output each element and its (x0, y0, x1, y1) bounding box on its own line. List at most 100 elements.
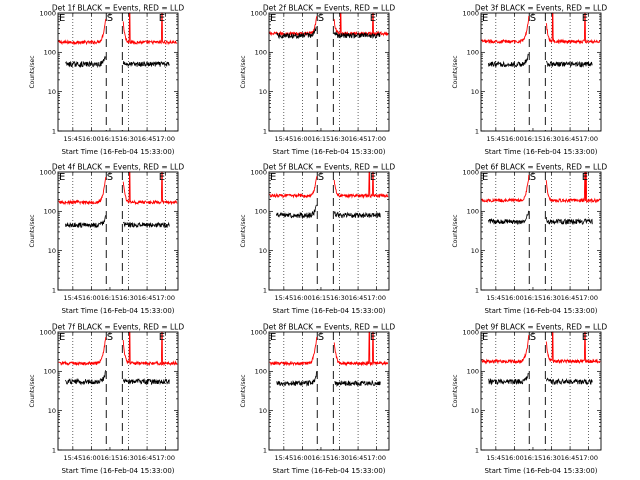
x-tick-label: 16:00 (82, 294, 101, 302)
x-tick-label: 16:45 (561, 454, 580, 462)
y-tick-label: 100 (44, 368, 56, 376)
y-tick-label: 1 (475, 446, 479, 454)
x-axis-label: Start Time (16-Feb-04 15:33:00) (61, 148, 174, 156)
x-tick-label: 17:00 (579, 454, 598, 462)
y-tick-label: 10 (48, 407, 56, 415)
y-tick-label: 100 (467, 208, 479, 216)
events-series-line (488, 373, 529, 386)
time-marker-e: E (159, 332, 165, 343)
panel-title: Det 8f BLACK = Events, RED = LLD (263, 323, 396, 332)
x-tick-label: 16:30 (119, 135, 138, 143)
y-tick-label: 1 (475, 127, 479, 135)
events-series-line (334, 379, 381, 388)
x-tick-label: 16:00 (293, 135, 312, 143)
events-series-line (333, 31, 381, 39)
panel-det-5: Det 5f BLACK = Events, RED = LLD Counts/s… (240, 163, 395, 316)
x-tick-label: 16:30 (542, 294, 561, 302)
x-tick-label: 16:45 (138, 135, 157, 143)
x-tick-label: 16:00 (505, 135, 524, 143)
lld-series-line (122, 171, 178, 206)
y-axis-label: Counts/sec (29, 214, 36, 247)
x-axis-label: Start Time (16-Feb-04 15:33:00) (61, 467, 174, 475)
lld-series-line (545, 171, 601, 204)
x-tick-label: 15:45 (63, 454, 82, 462)
time-marker-s: S (318, 13, 324, 24)
x-axis-label: Start Time (16-Feb-04 15:33:00) (61, 307, 174, 315)
time-marker-e: E (270, 332, 276, 343)
x-tick-label: 16:00 (505, 454, 524, 462)
y-axis-label: Counts/sec (29, 374, 36, 407)
x-tick-label: 17:00 (156, 454, 175, 462)
time-marker-e: E (59, 13, 65, 24)
events-series-line (65, 370, 106, 386)
events-series-line (65, 55, 106, 69)
time-marker-e: E (370, 13, 376, 24)
time-marker-e: E (59, 332, 65, 343)
panel-det-6: Det 6f BLACK = Events, RED = LLD Counts/s… (452, 163, 607, 316)
x-tick-label: 15:45 (486, 454, 505, 462)
time-marker-e: E (582, 332, 588, 343)
x-tick-label: 16:00 (82, 135, 101, 143)
events-series-line (276, 371, 317, 387)
time-marker-s: S (530, 13, 536, 24)
y-tick-label: 10 (259, 407, 267, 415)
x-tick-label: 16:45 (138, 454, 157, 462)
y-tick-label: 100 (467, 368, 479, 376)
y-axis-label: Counts/sec (452, 214, 459, 247)
x-tick-label: 16:45 (138, 294, 157, 302)
time-marker-s: S (530, 332, 536, 343)
panel-det-9: Det 9f BLACK = Events, RED = LLD Counts/s… (452, 323, 607, 476)
y-tick-label: 10 (48, 88, 56, 96)
panel-det-1: Det 1f BLACK = Events, RED = LLD Counts/s… (29, 4, 184, 157)
y-tick-label: 1 (263, 446, 267, 454)
x-tick-label: 16:15 (101, 294, 120, 302)
lld-series-line (58, 337, 107, 367)
y-tick-label: 10 (259, 88, 267, 96)
y-tick-label: 1000 (462, 328, 479, 336)
events-series-line (122, 221, 170, 229)
time-marker-e: E (159, 172, 165, 183)
plot-frame (57, 331, 179, 451)
panel-title: Det 4f BLACK = Events, RED = LLD (52, 163, 185, 172)
x-axis-label: Start Time (16-Feb-04 15:33:00) (272, 467, 385, 475)
x-tick-label: 16:15 (101, 454, 120, 462)
y-tick-label: 100 (255, 208, 267, 216)
events-series-line (545, 377, 593, 386)
events-series-line (122, 378, 170, 386)
panel-det-3: Det 3f BLACK = Events, RED = LLD Counts/s… (452, 4, 607, 157)
x-axis-label: Start Time (16-Feb-04 15:33:00) (484, 148, 597, 156)
plot-frame (268, 12, 390, 132)
time-marker-s: S (318, 172, 324, 183)
x-tick-label: 16:15 (312, 454, 331, 462)
lld-series-line (333, 12, 389, 37)
x-tick-label: 16:30 (542, 454, 561, 462)
y-axis-label: Counts/sec (240, 374, 247, 407)
lld-series-line (269, 176, 318, 200)
y-tick-label: 10 (471, 407, 479, 415)
time-marker-e: E (482, 13, 488, 24)
x-tick-label: 17:00 (156, 135, 175, 143)
x-axis-label: Start Time (16-Feb-04 15:33:00) (272, 148, 385, 156)
y-axis-label: Counts/sec (29, 55, 36, 88)
time-marker-e: E (270, 13, 276, 24)
time-marker-e: E (482, 332, 488, 343)
y-tick-label: 1000 (462, 168, 479, 176)
events-series-line (545, 60, 593, 68)
y-tick-label: 10 (48, 247, 56, 255)
x-tick-label: 16:45 (349, 454, 368, 462)
lld-series-line (122, 331, 178, 367)
lld-series-line (481, 15, 530, 45)
events-series-line (545, 217, 593, 226)
x-tick-label: 16:00 (293, 454, 312, 462)
y-tick-label: 1000 (462, 9, 479, 17)
y-tick-label: 1000 (250, 328, 267, 336)
lld-series-line (333, 171, 389, 199)
time-marker-s: S (318, 332, 324, 343)
x-tick-label: 16:00 (82, 454, 101, 462)
y-tick-label: 1000 (39, 328, 56, 336)
panel-title: Det 2f BLACK = Events, RED = LLD (263, 4, 396, 13)
panel-title: Det 5f BLACK = Events, RED = LLD (263, 163, 396, 172)
x-tick-label: 16:45 (349, 294, 368, 302)
time-marker-e: E (59, 172, 65, 183)
lld-series-line (481, 334, 530, 365)
